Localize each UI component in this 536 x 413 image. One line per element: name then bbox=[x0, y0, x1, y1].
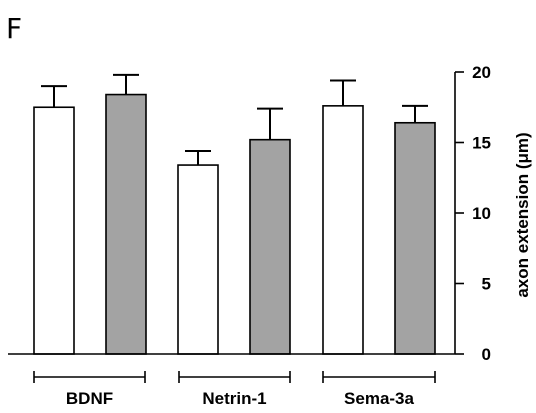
bar bbox=[177, 164, 219, 355]
y-tick-label: 10 bbox=[472, 204, 491, 223]
y-tick-label: 20 bbox=[472, 63, 491, 82]
y-tick-label: 0 bbox=[482, 345, 491, 364]
bar bbox=[249, 138, 291, 355]
y-tick-label: 15 bbox=[472, 134, 491, 153]
y-axis: 0 5 10 15 20 bbox=[454, 63, 491, 364]
category-label: Netrin-1 bbox=[202, 389, 266, 408]
category-label: BDNF bbox=[66, 389, 113, 408]
bar bbox=[33, 106, 75, 355]
bar bbox=[105, 93, 147, 355]
bar bbox=[394, 121, 436, 355]
bar bbox=[322, 105, 364, 355]
x-axis: BDNF Netrin-1 Sema-3a bbox=[8, 353, 455, 408]
panel-label: F bbox=[6, 12, 22, 45]
y-axis-title: axon extension (μm) bbox=[513, 132, 532, 297]
bars-group bbox=[33, 73, 436, 355]
category-label: Sema-3a bbox=[344, 389, 414, 408]
y-tick-label: 5 bbox=[482, 275, 491, 294]
